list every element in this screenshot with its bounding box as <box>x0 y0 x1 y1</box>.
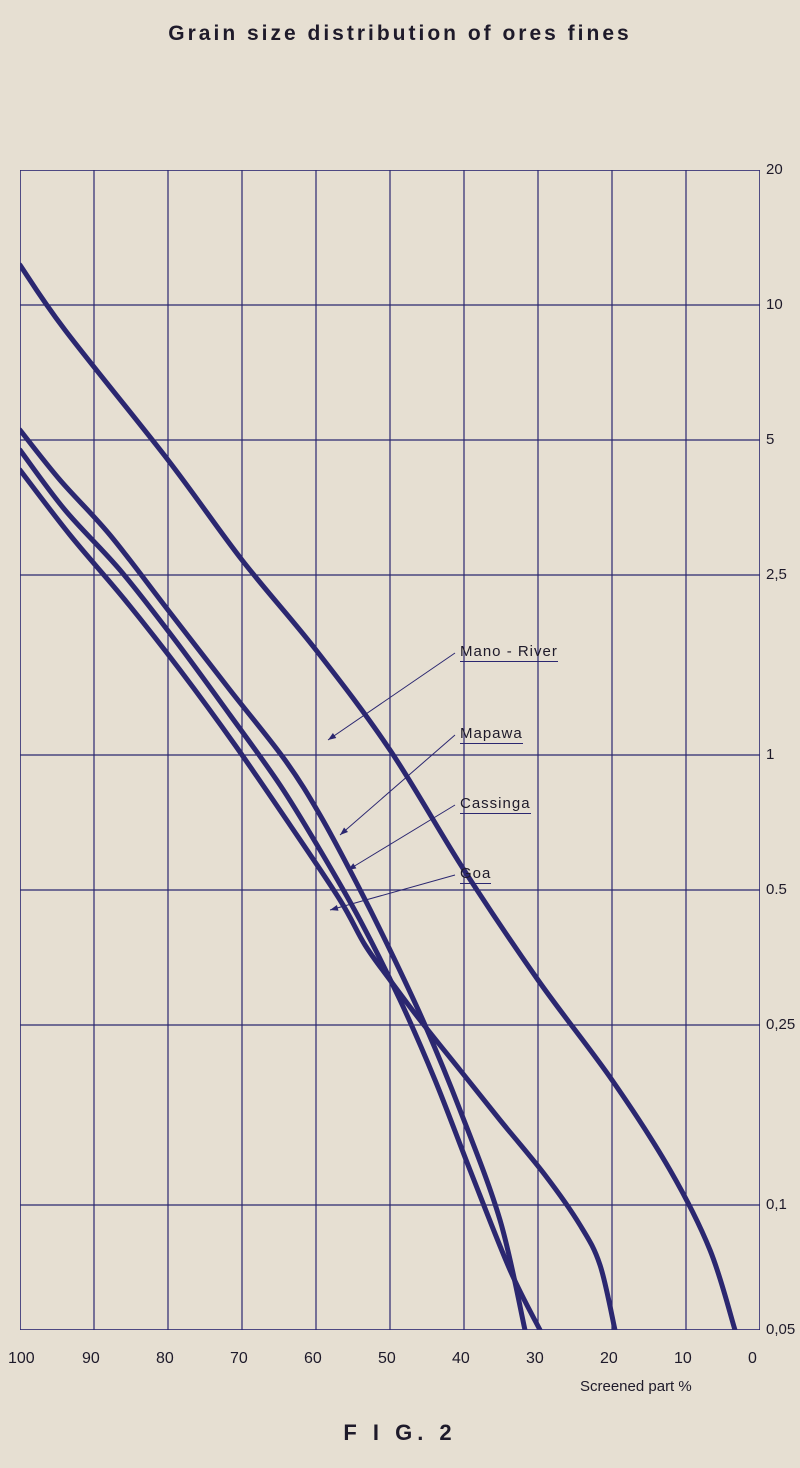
y-tick-label: 1 <box>766 746 774 763</box>
chart-plot-area: 1009080706050403020100201052,510.50,250,… <box>20 170 760 1330</box>
chart-svg <box>20 170 760 1330</box>
figure-page: Grain size distribution of ores fines 10… <box>0 0 800 1468</box>
y-tick-label: 5 <box>766 431 774 448</box>
x-tick-label: 30 <box>526 1350 544 1368</box>
x-tick-label: 50 <box>378 1350 396 1368</box>
x-axis-label: Screened part % <box>580 1378 692 1395</box>
series-label: Mano - River <box>460 643 558 662</box>
figure-number-label: F I G. 2 <box>0 1420 800 1446</box>
x-tick-label: 10 <box>674 1350 692 1368</box>
x-tick-label: 70 <box>230 1350 248 1368</box>
y-tick-label: 20 <box>766 161 783 178</box>
y-tick-label: 0,1 <box>766 1196 787 1213</box>
y-tick-label: 0.5 <box>766 881 787 898</box>
x-tick-label: 80 <box>156 1350 174 1368</box>
y-tick-label: 0,25 <box>766 1016 795 1033</box>
chart-title: Grain size distribution of ores fines <box>0 22 800 46</box>
x-tick-label: 40 <box>452 1350 470 1368</box>
y-tick-label: 10 <box>766 296 783 313</box>
x-tick-label: 60 <box>304 1350 322 1368</box>
x-tick-label: 100 <box>8 1350 35 1368</box>
series-label: Cassinga <box>460 795 531 814</box>
series-label: Goa <box>460 865 491 884</box>
y-tick-label: 2,5 <box>766 566 787 583</box>
x-tick-label: 20 <box>600 1350 618 1368</box>
x-tick-label: 0 <box>748 1350 757 1368</box>
y-tick-label: 0,05 <box>766 1321 795 1338</box>
series-label: Mapawa <box>460 725 523 744</box>
x-tick-label: 90 <box>82 1350 100 1368</box>
